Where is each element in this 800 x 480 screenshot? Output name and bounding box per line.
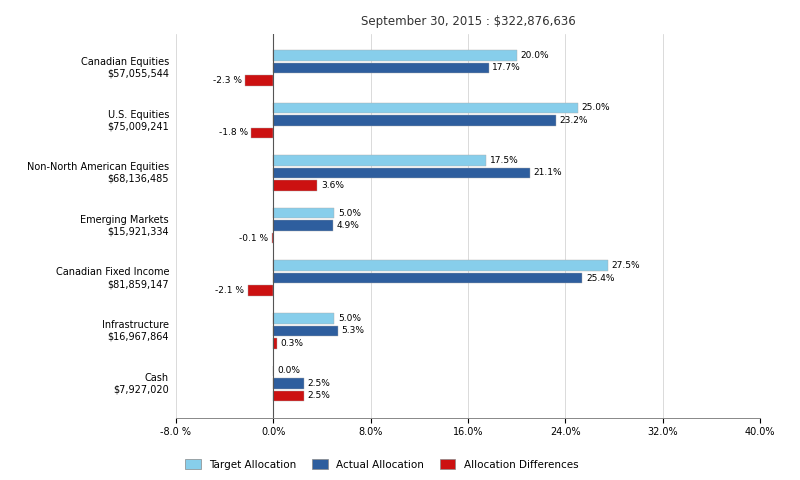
Text: 21.1%: 21.1% bbox=[534, 168, 562, 178]
Bar bbox=[274, 62, 489, 73]
Bar bbox=[274, 338, 277, 348]
Text: 5.3%: 5.3% bbox=[342, 326, 365, 336]
Text: 3.6%: 3.6% bbox=[321, 181, 344, 190]
Text: 5.0%: 5.0% bbox=[338, 314, 361, 323]
Legend: Target Allocation, Actual Allocation, Allocation Differences: Target Allocation, Actual Allocation, Al… bbox=[182, 455, 582, 474]
Text: 0.0%: 0.0% bbox=[277, 366, 300, 375]
Bar bbox=[274, 313, 334, 324]
Text: -2.1 %: -2.1 % bbox=[215, 286, 244, 295]
Text: 25.4%: 25.4% bbox=[586, 274, 614, 283]
Bar bbox=[274, 261, 608, 271]
Bar bbox=[274, 115, 555, 126]
Text: -2.3 %: -2.3 % bbox=[213, 76, 242, 85]
Bar bbox=[274, 378, 304, 389]
Bar bbox=[274, 208, 334, 218]
Bar bbox=[246, 75, 274, 85]
Bar bbox=[274, 220, 333, 231]
Bar bbox=[274, 155, 486, 166]
Text: 4.9%: 4.9% bbox=[337, 221, 359, 230]
Text: 0.3%: 0.3% bbox=[281, 339, 304, 348]
Bar bbox=[274, 325, 338, 336]
Text: 23.2%: 23.2% bbox=[559, 116, 588, 125]
Text: 5.0%: 5.0% bbox=[338, 209, 361, 217]
Bar bbox=[274, 273, 582, 284]
Text: 2.5%: 2.5% bbox=[307, 379, 330, 388]
Bar bbox=[251, 128, 274, 138]
Title: September 30, 2015 : $322,876,636: September 30, 2015 : $322,876,636 bbox=[361, 15, 575, 28]
Text: 27.5%: 27.5% bbox=[611, 261, 640, 270]
Text: -1.8 %: -1.8 % bbox=[218, 128, 248, 137]
Bar bbox=[274, 180, 317, 191]
Text: 20.0%: 20.0% bbox=[520, 51, 549, 60]
Bar bbox=[248, 285, 274, 296]
Text: -0.1 %: -0.1 % bbox=[239, 234, 269, 242]
Bar bbox=[272, 233, 274, 243]
Bar bbox=[274, 391, 304, 401]
Bar bbox=[274, 168, 530, 178]
Text: 25.0%: 25.0% bbox=[581, 104, 610, 112]
Bar bbox=[274, 50, 517, 60]
Text: 17.7%: 17.7% bbox=[492, 63, 521, 72]
Text: 2.5%: 2.5% bbox=[307, 391, 330, 400]
Text: 17.5%: 17.5% bbox=[490, 156, 518, 165]
Bar bbox=[274, 103, 578, 113]
